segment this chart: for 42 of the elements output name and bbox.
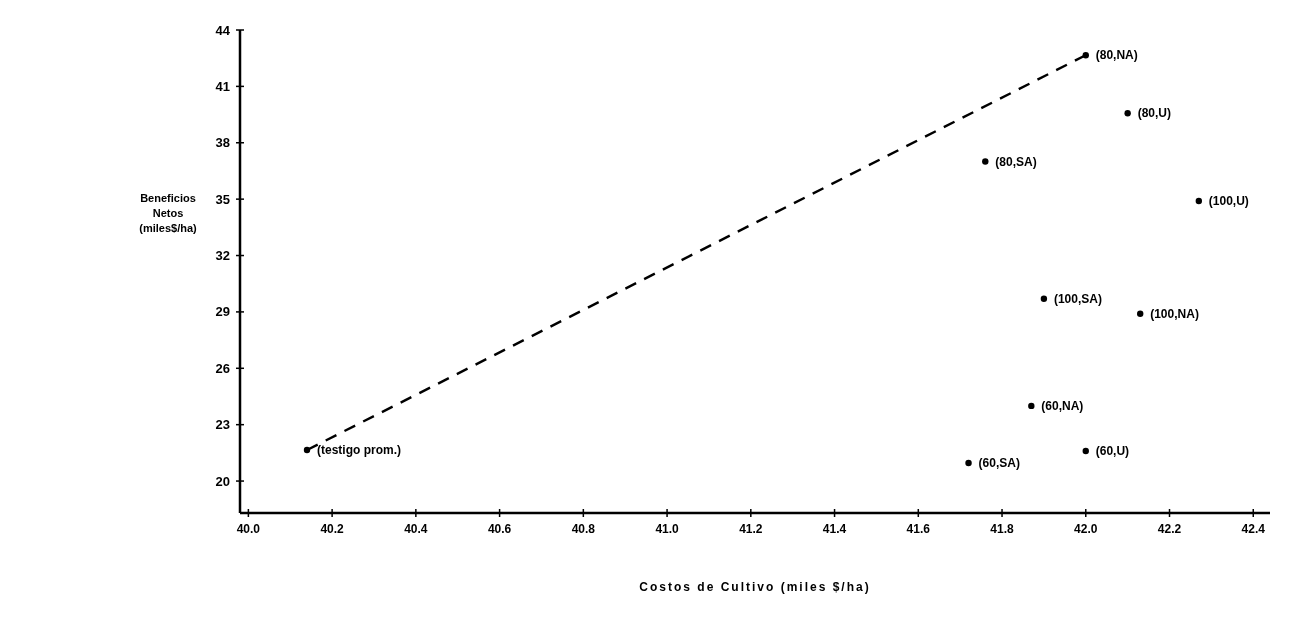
point [1040, 295, 1048, 302]
annotation: (100,U) [1208, 194, 1249, 209]
y-tick-label: 26 [215, 360, 230, 376]
x-axis-title: Costos de Cultivo (miles $/ha) [639, 580, 871, 594]
annotation: (60,SA) [978, 456, 1020, 471]
y-tick-label: 35 [215, 191, 230, 207]
x-tick-label: 40.2 [320, 522, 345, 536]
annotation: (100,NA) [1150, 306, 1199, 321]
annotation: (80,U) [1137, 106, 1171, 121]
y-tick-label: 44 [215, 22, 231, 38]
x-tick-label: 41.8 [990, 522, 1015, 536]
point [1028, 402, 1035, 410]
annotation: (testigo prom.) [316, 443, 401, 458]
annotation: (60,NA) [1041, 399, 1084, 414]
x-tick-label: 40.8 [571, 522, 596, 536]
y-axis-title: Beneficios Netos (miles$/ha) [139, 191, 198, 234]
point [965, 459, 972, 467]
x-tick-label: 41.0 [655, 522, 680, 536]
point [1082, 447, 1089, 455]
x-tick-label: 42.0 [1074, 522, 1098, 536]
x-tick-label: 41.2 [739, 522, 763, 536]
x-tick-label: 41.6 [906, 522, 931, 536]
x-tick-label: 40.0 [236, 522, 261, 536]
point [1137, 310, 1144, 317]
point [982, 158, 989, 165]
annotation: (80,NA) [1095, 48, 1138, 63]
y-tick-label: 20 [215, 473, 230, 489]
annotation: (60,U) [1095, 444, 1130, 459]
x-tick-label: 40.6 [487, 522, 512, 536]
annotation: (100,SA) [1053, 291, 1102, 306]
annotation: (80,SA) [995, 154, 1037, 169]
x-tick-label: 42.4 [1241, 522, 1266, 536]
x-tick-label: 41.4 [822, 522, 847, 536]
y-tick-label: 41 [215, 78, 230, 94]
x-tick-label: 40.4 [404, 522, 428, 536]
y-tick-label: 38 [215, 135, 230, 151]
y-tick-label: 29 [215, 304, 230, 320]
point [1195, 197, 1203, 205]
x-tick-label: 42.2 [1157, 522, 1182, 536]
y-tick-label: 32 [215, 248, 230, 264]
y-tick-label: 23 [215, 417, 230, 433]
point [1124, 110, 1131, 117]
